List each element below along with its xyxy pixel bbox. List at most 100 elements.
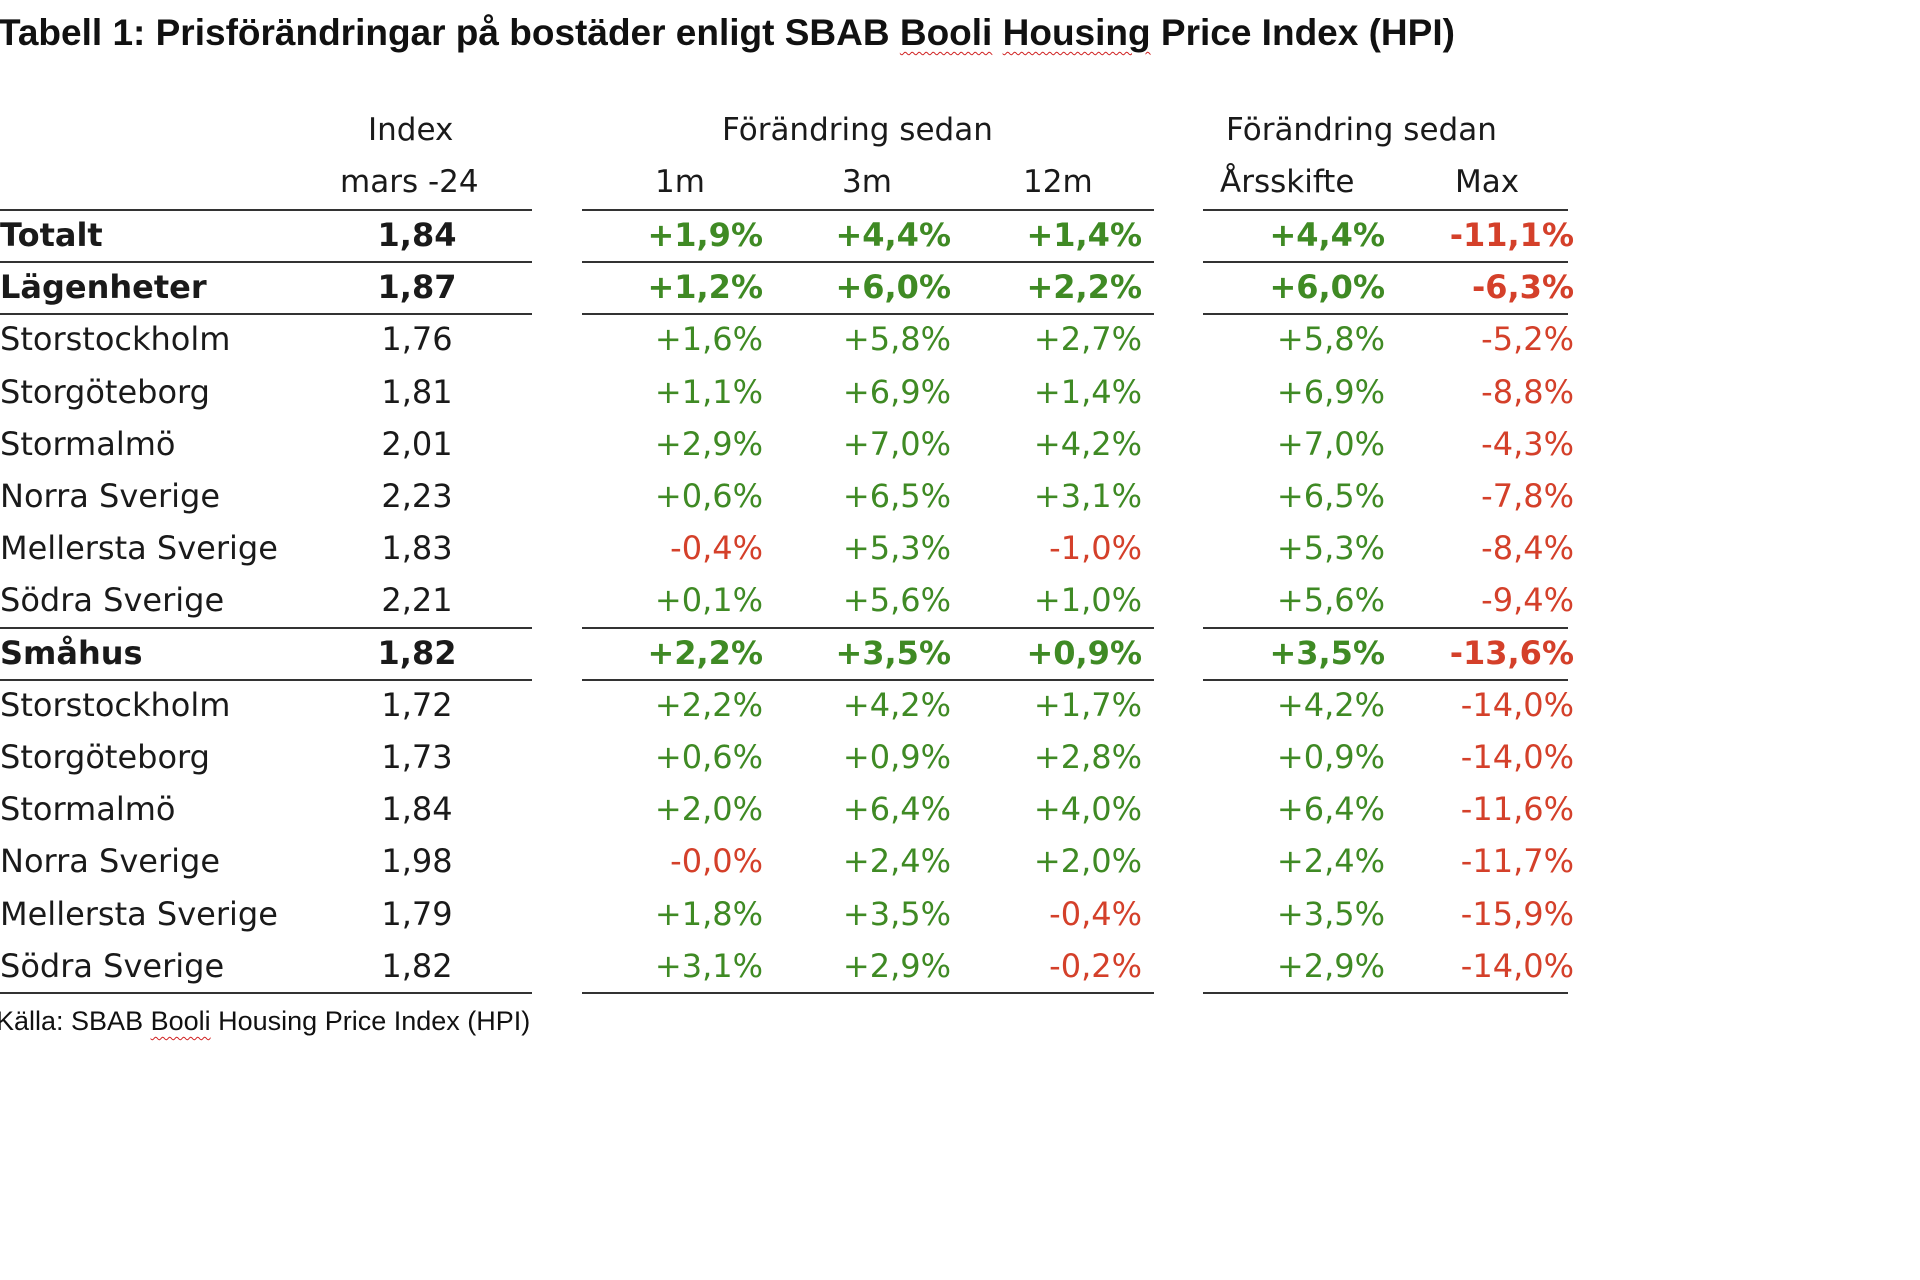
row-max-change: -11,1% (1449, 216, 1574, 254)
table-rule (0, 261, 532, 263)
row-m1-change: +0,6% (654, 477, 763, 515)
row-m3-change: +0,9% (842, 738, 951, 776)
row-index-value: 1,72 (381, 686, 453, 724)
row-index-value: 1,84 (381, 790, 453, 828)
row-ytd-change: +6,0% (1269, 268, 1385, 306)
header-col-ytd: Årsskifte (1220, 164, 1355, 200)
row-m1-change: +1,6% (654, 320, 763, 358)
row-m12-change: +1,7% (1033, 686, 1142, 724)
row-ytd-change: +5,3% (1276, 529, 1385, 567)
row-ytd-change: +0,9% (1276, 738, 1385, 776)
row-index-value: 1,76 (381, 320, 453, 358)
source-word-booli: Booli (150, 1006, 211, 1036)
row-label: Lägenheter (0, 268, 207, 306)
table-rule (0, 679, 532, 681)
row-m1-change: +2,2% (647, 634, 763, 672)
row-m12-change: +1,4% (1026, 216, 1142, 254)
row-ytd-change: +7,0% (1276, 425, 1385, 463)
header-index: Index (368, 112, 454, 148)
row-label: Mellersta Sverige (0, 529, 278, 567)
row-index-value: 1,79 (381, 895, 453, 933)
row-label: Stormalmö (0, 790, 176, 828)
row-ytd-change: +5,6% (1276, 581, 1385, 619)
header-col-max: Max (1455, 164, 1520, 200)
row-index-value: 1,82 (381, 947, 453, 985)
table-rule (1203, 261, 1568, 263)
table-rule (1203, 313, 1568, 315)
row-index-value: 1,98 (381, 842, 453, 880)
row-m3-change: +6,9% (842, 373, 951, 411)
row-label: Norra Sverige (0, 842, 221, 880)
table-rule (582, 627, 1154, 629)
row-ytd-change: +3,5% (1269, 634, 1385, 672)
table-rule (1203, 992, 1568, 994)
row-m3-change: +7,0% (842, 425, 951, 463)
row-label: Storstockholm (0, 320, 231, 358)
source-suffix: Housing Price Index (HPI) (210, 1006, 531, 1036)
row-ytd-change: +6,5% (1276, 477, 1385, 515)
row-ytd-change: +5,8% (1276, 320, 1385, 358)
row-m1-change: +2,0% (654, 790, 763, 828)
row-m12-change: +4,2% (1033, 425, 1142, 463)
row-m1-change: -0,0% (670, 842, 763, 880)
source-note: Källa: SBAB Booli Housing Price Index (H… (0, 1006, 530, 1037)
row-m3-change: +6,0% (835, 268, 951, 306)
row-max-change: -4,3% (1481, 425, 1574, 463)
row-index-value: 1,84 (377, 216, 457, 254)
title-word-housing: Housing (1002, 12, 1151, 53)
row-max-change: -8,4% (1481, 529, 1574, 567)
table-rule (582, 679, 1154, 681)
title-word-booli: Booli (899, 12, 993, 53)
row-max-change: -14,0% (1460, 686, 1574, 724)
row-m1-change: +1,2% (647, 268, 763, 306)
header-col-3m: 3m (842, 164, 892, 200)
row-m1-change: +2,9% (654, 425, 763, 463)
row-m3-change: +6,4% (842, 790, 951, 828)
row-max-change: -8,8% (1481, 373, 1574, 411)
header-col-12m: 12m (1023, 164, 1093, 200)
row-m1-change: +0,1% (654, 581, 763, 619)
row-m12-change: +4,0% (1033, 790, 1142, 828)
row-m12-change: +2,8% (1033, 738, 1142, 776)
title-suffix: Price Index (HPI) (1150, 12, 1455, 53)
row-max-change: -9,4% (1481, 581, 1574, 619)
table-rule (582, 313, 1154, 315)
row-ytd-change: +3,5% (1276, 895, 1385, 933)
row-index-value: 2,01 (381, 425, 453, 463)
row-index-value: 1,73 (381, 738, 453, 776)
row-index-value: 2,23 (381, 477, 453, 515)
row-ytd-change: +4,2% (1276, 686, 1385, 724)
row-m12-change: -0,4% (1049, 895, 1142, 933)
row-m1-change: +2,2% (654, 686, 763, 724)
row-m12-change: +2,7% (1033, 320, 1142, 358)
row-index-value: 2,21 (381, 581, 453, 619)
row-ytd-change: +2,9% (1276, 947, 1385, 985)
row-m1-change: +1,1% (654, 373, 763, 411)
header-change-group-2: Förändring sedan (1226, 112, 1497, 148)
table-rule (1203, 209, 1568, 211)
row-index-value: 1,82 (377, 634, 457, 672)
row-label: Södra Sverige (0, 947, 225, 985)
row-m3-change: +5,6% (842, 581, 951, 619)
row-m3-change: +3,5% (842, 895, 951, 933)
row-m3-change: +2,9% (842, 947, 951, 985)
row-label: Småhus (0, 634, 143, 672)
row-m12-change: +0,9% (1026, 634, 1142, 672)
row-ytd-change: +6,4% (1276, 790, 1385, 828)
row-m12-change: +1,0% (1033, 581, 1142, 619)
header-col-1m: 1m (655, 164, 705, 200)
row-m3-change: +5,8% (842, 320, 951, 358)
row-max-change: -11,7% (1460, 842, 1574, 880)
row-index-value: 1,81 (381, 373, 453, 411)
header-index-date: mars -24 (340, 164, 479, 200)
table-rule (0, 627, 532, 629)
row-max-change: -13,6% (1449, 634, 1574, 672)
row-max-change: -15,9% (1460, 895, 1574, 933)
row-m12-change: -1,0% (1049, 529, 1142, 567)
header-change-group-1: Förändring sedan (722, 112, 993, 148)
row-label: Totalt (0, 216, 103, 254)
source-prefix: Källa: SBAB (0, 1006, 151, 1036)
row-label: Storgöteborg (0, 738, 210, 776)
row-label: Storgöteborg (0, 373, 210, 411)
row-m3-change: +4,4% (835, 216, 951, 254)
